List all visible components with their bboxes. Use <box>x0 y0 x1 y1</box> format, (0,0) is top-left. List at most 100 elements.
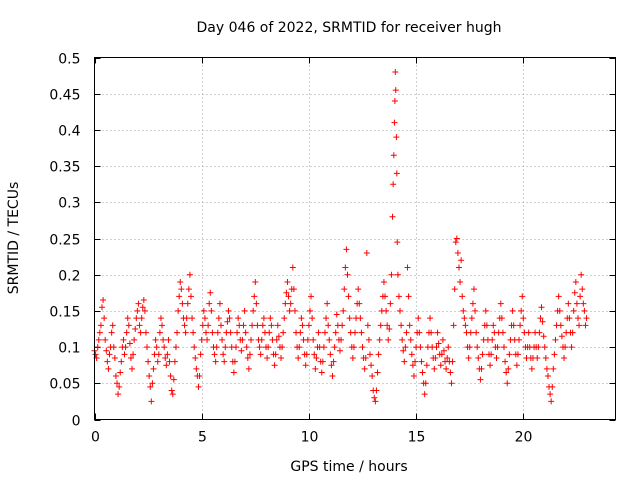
chart-title: Day 046 of 2022, SRMTID for receiver hug… <box>197 20 502 36</box>
data-point <box>187 293 194 300</box>
data-point <box>155 351 162 358</box>
data-point <box>359 344 366 351</box>
data-point <box>204 336 211 343</box>
data-point <box>438 351 445 358</box>
data-point <box>443 365 450 372</box>
data-point <box>304 336 311 343</box>
data-point <box>431 365 438 372</box>
data-point <box>447 369 454 376</box>
data-point <box>167 373 174 380</box>
data-point <box>376 336 383 343</box>
data-points <box>91 68 590 405</box>
data-point <box>165 336 172 343</box>
data-point <box>326 336 333 343</box>
data-point <box>361 365 368 372</box>
data-point <box>502 358 509 365</box>
x-tick-label: 0 <box>91 430 100 446</box>
data-point <box>285 293 292 300</box>
data-point <box>125 322 132 329</box>
data-point <box>462 322 469 329</box>
data-point <box>333 311 340 318</box>
data-point <box>259 322 266 329</box>
data-point <box>412 358 419 365</box>
data-point <box>306 307 313 314</box>
data-point <box>97 322 104 329</box>
y-tick-label: 0.25 <box>49 233 80 249</box>
data-point <box>179 300 186 307</box>
data-point <box>224 318 231 325</box>
data-point <box>308 293 315 300</box>
data-point <box>407 336 414 343</box>
data-point <box>132 326 139 332</box>
data-point <box>303 351 310 358</box>
data-point <box>384 322 391 329</box>
data-point <box>258 336 265 343</box>
data-point <box>267 315 274 322</box>
data-point <box>548 398 555 405</box>
data-point <box>120 336 127 343</box>
data-point <box>199 322 206 329</box>
data-point <box>282 300 289 307</box>
data-point <box>340 307 347 314</box>
data-point <box>550 365 557 372</box>
data-point <box>101 315 108 322</box>
data-point <box>189 315 196 322</box>
data-point <box>159 322 166 329</box>
data-point <box>410 373 417 380</box>
data-point <box>566 315 573 322</box>
data-point <box>112 373 119 380</box>
data-point <box>364 322 371 329</box>
data-point <box>172 344 179 351</box>
data-point <box>488 351 495 358</box>
data-point <box>248 336 255 343</box>
data-point <box>375 351 382 358</box>
data-point <box>123 329 130 336</box>
data-point <box>118 358 125 365</box>
data-point <box>249 322 256 329</box>
data-point <box>124 315 131 322</box>
data-point <box>400 347 407 354</box>
data-point <box>299 322 306 329</box>
data-point <box>139 304 146 311</box>
x-tick-label: 20 <box>515 430 533 446</box>
x-tick-label: 15 <box>408 430 426 446</box>
data-point <box>350 344 357 351</box>
data-point <box>184 300 191 307</box>
data-point <box>206 300 213 307</box>
data-point <box>398 322 405 329</box>
data-point <box>323 315 330 322</box>
data-point <box>465 354 472 361</box>
data-point <box>474 344 481 351</box>
data-point <box>385 336 392 343</box>
data-point <box>272 351 279 358</box>
data-point <box>386 326 393 332</box>
data-point <box>428 329 435 336</box>
data-point <box>369 373 376 380</box>
data-point <box>148 398 155 405</box>
data-point <box>287 300 294 307</box>
data-point <box>175 307 182 314</box>
data-point <box>104 358 111 365</box>
data-point <box>190 329 197 336</box>
data-point <box>284 278 291 285</box>
data-point <box>170 376 177 383</box>
data-point <box>419 369 426 376</box>
data-point <box>182 329 189 336</box>
data-point <box>389 213 396 220</box>
data-point <box>494 344 501 351</box>
data-point <box>313 354 320 361</box>
data-point <box>212 358 219 365</box>
data-point <box>558 333 565 340</box>
data-point <box>392 68 399 75</box>
data-point <box>415 315 422 322</box>
data-point <box>461 315 468 322</box>
data-point <box>543 365 550 372</box>
data-point <box>505 365 512 372</box>
data-point <box>572 278 579 285</box>
data-point <box>330 358 337 365</box>
data-point <box>391 97 398 104</box>
data-point <box>342 264 349 271</box>
data-point <box>520 315 527 322</box>
x-tick-label: 10 <box>301 430 319 446</box>
data-point <box>434 329 441 336</box>
